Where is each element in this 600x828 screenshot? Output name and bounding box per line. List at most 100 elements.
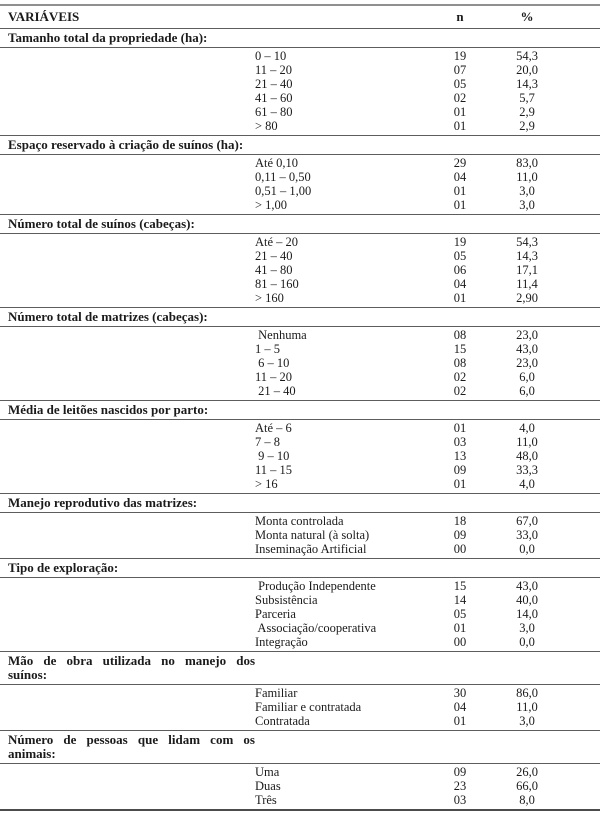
row-label: Subsistência xyxy=(255,593,318,607)
section-title-row: Tipo de exploração: xyxy=(0,559,600,578)
row-n-value: 05 xyxy=(453,249,467,263)
row-percent-value: 4,0 xyxy=(519,477,535,491)
table-row: Nenhuma 08 23,0 xyxy=(0,328,600,342)
row-n-value: 01 xyxy=(453,621,467,635)
table-row: Contratada 01 3,0 xyxy=(0,714,600,728)
row-n-value: 04 xyxy=(453,277,467,291)
row-percent-value: 3,0 xyxy=(519,198,535,212)
section-rows: 0 – 10 19 54,3 11 – 20 07 20,0 21 – 40 05 14,3 41… xyxy=(0,48,600,136)
row-percent-value: 4,0 xyxy=(519,421,535,435)
row-percent-value: 2,9 xyxy=(519,105,535,119)
section-rows: Monta controlada 18 67,0 Monta natural (à s… xyxy=(0,513,600,559)
table-row: 81 – 160 04 11,4 xyxy=(0,277,600,291)
row-label: > 1,00 xyxy=(255,198,288,212)
section-rows: Familiar 30 86,0 Familiar e contratada 04 11,… xyxy=(0,685,600,731)
row-label: Produção Independente xyxy=(255,579,376,593)
row-percent-value: 43,0 xyxy=(516,579,538,593)
table-row: Associação/cooperativa 01 3,0 xyxy=(0,621,600,635)
table-row: 21 – 40 02 6,0 xyxy=(0,384,600,398)
row-percent-value: 67,0 xyxy=(516,514,538,528)
table-row: Inseminação Artificial 00 0,0 xyxy=(0,542,600,556)
table-row: > 160 01 2,90 xyxy=(0,291,600,305)
row-label: 61 – 80 xyxy=(255,105,293,119)
row-label: 21 – 40 xyxy=(255,77,293,91)
row-n-value: 14 xyxy=(453,593,467,607)
row-percent-value: 2,9 xyxy=(519,119,535,133)
table-row: 7 – 8 03 11,0 xyxy=(0,435,600,449)
section-title: Número de pessoas que lidam com os anima… xyxy=(8,732,255,761)
section-title: Espaço reservado à criação de suínos (ha… xyxy=(8,137,244,152)
row-n-value: 01 xyxy=(453,105,467,119)
section-title: Mão de obra utilizada no manejo dos suín… xyxy=(8,653,255,682)
row-n-value: 06 xyxy=(453,263,467,277)
table-header-row: VARIÁVEIS n % xyxy=(0,4,600,29)
table-row: 9 – 10 13 48,0 xyxy=(0,449,600,463)
row-n-value: 01 xyxy=(453,291,467,305)
column-header-n: n xyxy=(456,9,464,24)
row-percent-value: 14,3 xyxy=(516,249,538,263)
row-n-value: 09 xyxy=(453,765,467,779)
row-n-value: 02 xyxy=(453,91,467,105)
row-n-value: 07 xyxy=(453,63,467,77)
row-label: 21 – 40 xyxy=(255,249,293,263)
table-row: Integração 00 0,0 xyxy=(0,635,600,649)
section-rows: Nenhuma 08 23,0 1 – 5 15 43,0 6 – 10 08 23,0 11 … xyxy=(0,327,600,401)
section-rows: Até 0,10 29 83,0 0,11 – 0,50 04 11,0 0,51 – 1,… xyxy=(0,155,600,215)
row-n-value: 02 xyxy=(453,370,467,384)
row-label: Uma xyxy=(255,765,280,779)
row-percent-value: 3,0 xyxy=(519,714,535,728)
table-row: Até – 6 01 4,0 xyxy=(0,421,600,435)
row-n-value: 30 xyxy=(453,686,467,700)
table-section: Média de leitões nascidos por parto: Até … xyxy=(0,401,600,494)
row-n-value: 01 xyxy=(453,184,467,198)
row-label: 21 – 40 xyxy=(255,384,296,398)
table-row: 0 – 10 19 54,3 xyxy=(0,49,600,63)
row-percent-value: 11,0 xyxy=(516,700,538,714)
section-title-row: Número total de suínos (cabeças): xyxy=(0,215,600,234)
row-label: > 160 xyxy=(255,291,284,305)
section-title-row: Número de pessoas que lidam com os anima… xyxy=(0,731,600,764)
row-percent-value: 86,0 xyxy=(516,686,538,700)
row-label: Inseminação Artificial xyxy=(255,542,367,556)
row-label: Parceria xyxy=(255,607,296,621)
table-section: Número de pessoas que lidam com os anima… xyxy=(0,731,600,811)
row-n-value: 04 xyxy=(453,170,467,184)
row-label: Integração xyxy=(255,635,308,649)
row-label: 7 – 8 xyxy=(255,435,280,449)
row-n-value: 02 xyxy=(453,384,467,398)
table-row: Três 03 8,0 xyxy=(0,793,600,807)
table-row: Uma 09 26,0 xyxy=(0,765,600,779)
row-label: 9 – 10 xyxy=(255,449,290,463)
table-row: 21 – 40 05 14,3 xyxy=(0,249,600,263)
row-n-value: 01 xyxy=(453,477,467,491)
row-label: Até – 6 xyxy=(255,421,292,435)
row-n-value: 03 xyxy=(453,435,467,449)
row-label: Nenhuma xyxy=(255,328,307,342)
row-n-value: 08 xyxy=(453,328,467,342)
table-section: Número total de matrizes (cabeças): Nenh… xyxy=(0,308,600,401)
row-label: 11 – 20 xyxy=(255,63,293,77)
row-n-value: 13 xyxy=(453,449,467,463)
row-n-value: 19 xyxy=(453,235,467,249)
row-percent-value: 17,1 xyxy=(516,263,538,277)
row-n-value: 00 xyxy=(453,542,467,556)
row-label: Associação/cooperativa xyxy=(255,621,377,635)
section-rows: Produção Independente 15 43,0 Subsistência 1… xyxy=(0,578,600,652)
row-percent-value: 6,0 xyxy=(519,384,535,398)
table-row: Familiar e contratada 04 11,0 xyxy=(0,700,600,714)
row-label: Até 0,10 xyxy=(255,156,299,170)
row-label: 81 – 160 xyxy=(255,277,299,291)
table-row: Até – 20 19 54,3 xyxy=(0,235,600,249)
row-percent-value: 2,90 xyxy=(516,291,538,305)
row-label: 11 – 20 xyxy=(255,370,293,384)
row-percent-value: 54,3 xyxy=(516,235,538,249)
row-percent-value: 26,0 xyxy=(516,765,538,779)
table-row: 0,11 – 0,50 04 11,0 xyxy=(0,170,600,184)
column-header-variaveis: VARIÁVEIS xyxy=(8,9,80,24)
row-label: Familiar xyxy=(255,686,298,700)
table-section: Mão de obra utilizada no manejo dos suín… xyxy=(0,652,600,731)
row-percent-value: 54,3 xyxy=(516,49,538,63)
column-header-percent: % xyxy=(520,9,534,24)
row-percent-value: 14,0 xyxy=(516,607,538,621)
table-row: Monta natural (à solta) 09 33,0 xyxy=(0,528,600,542)
